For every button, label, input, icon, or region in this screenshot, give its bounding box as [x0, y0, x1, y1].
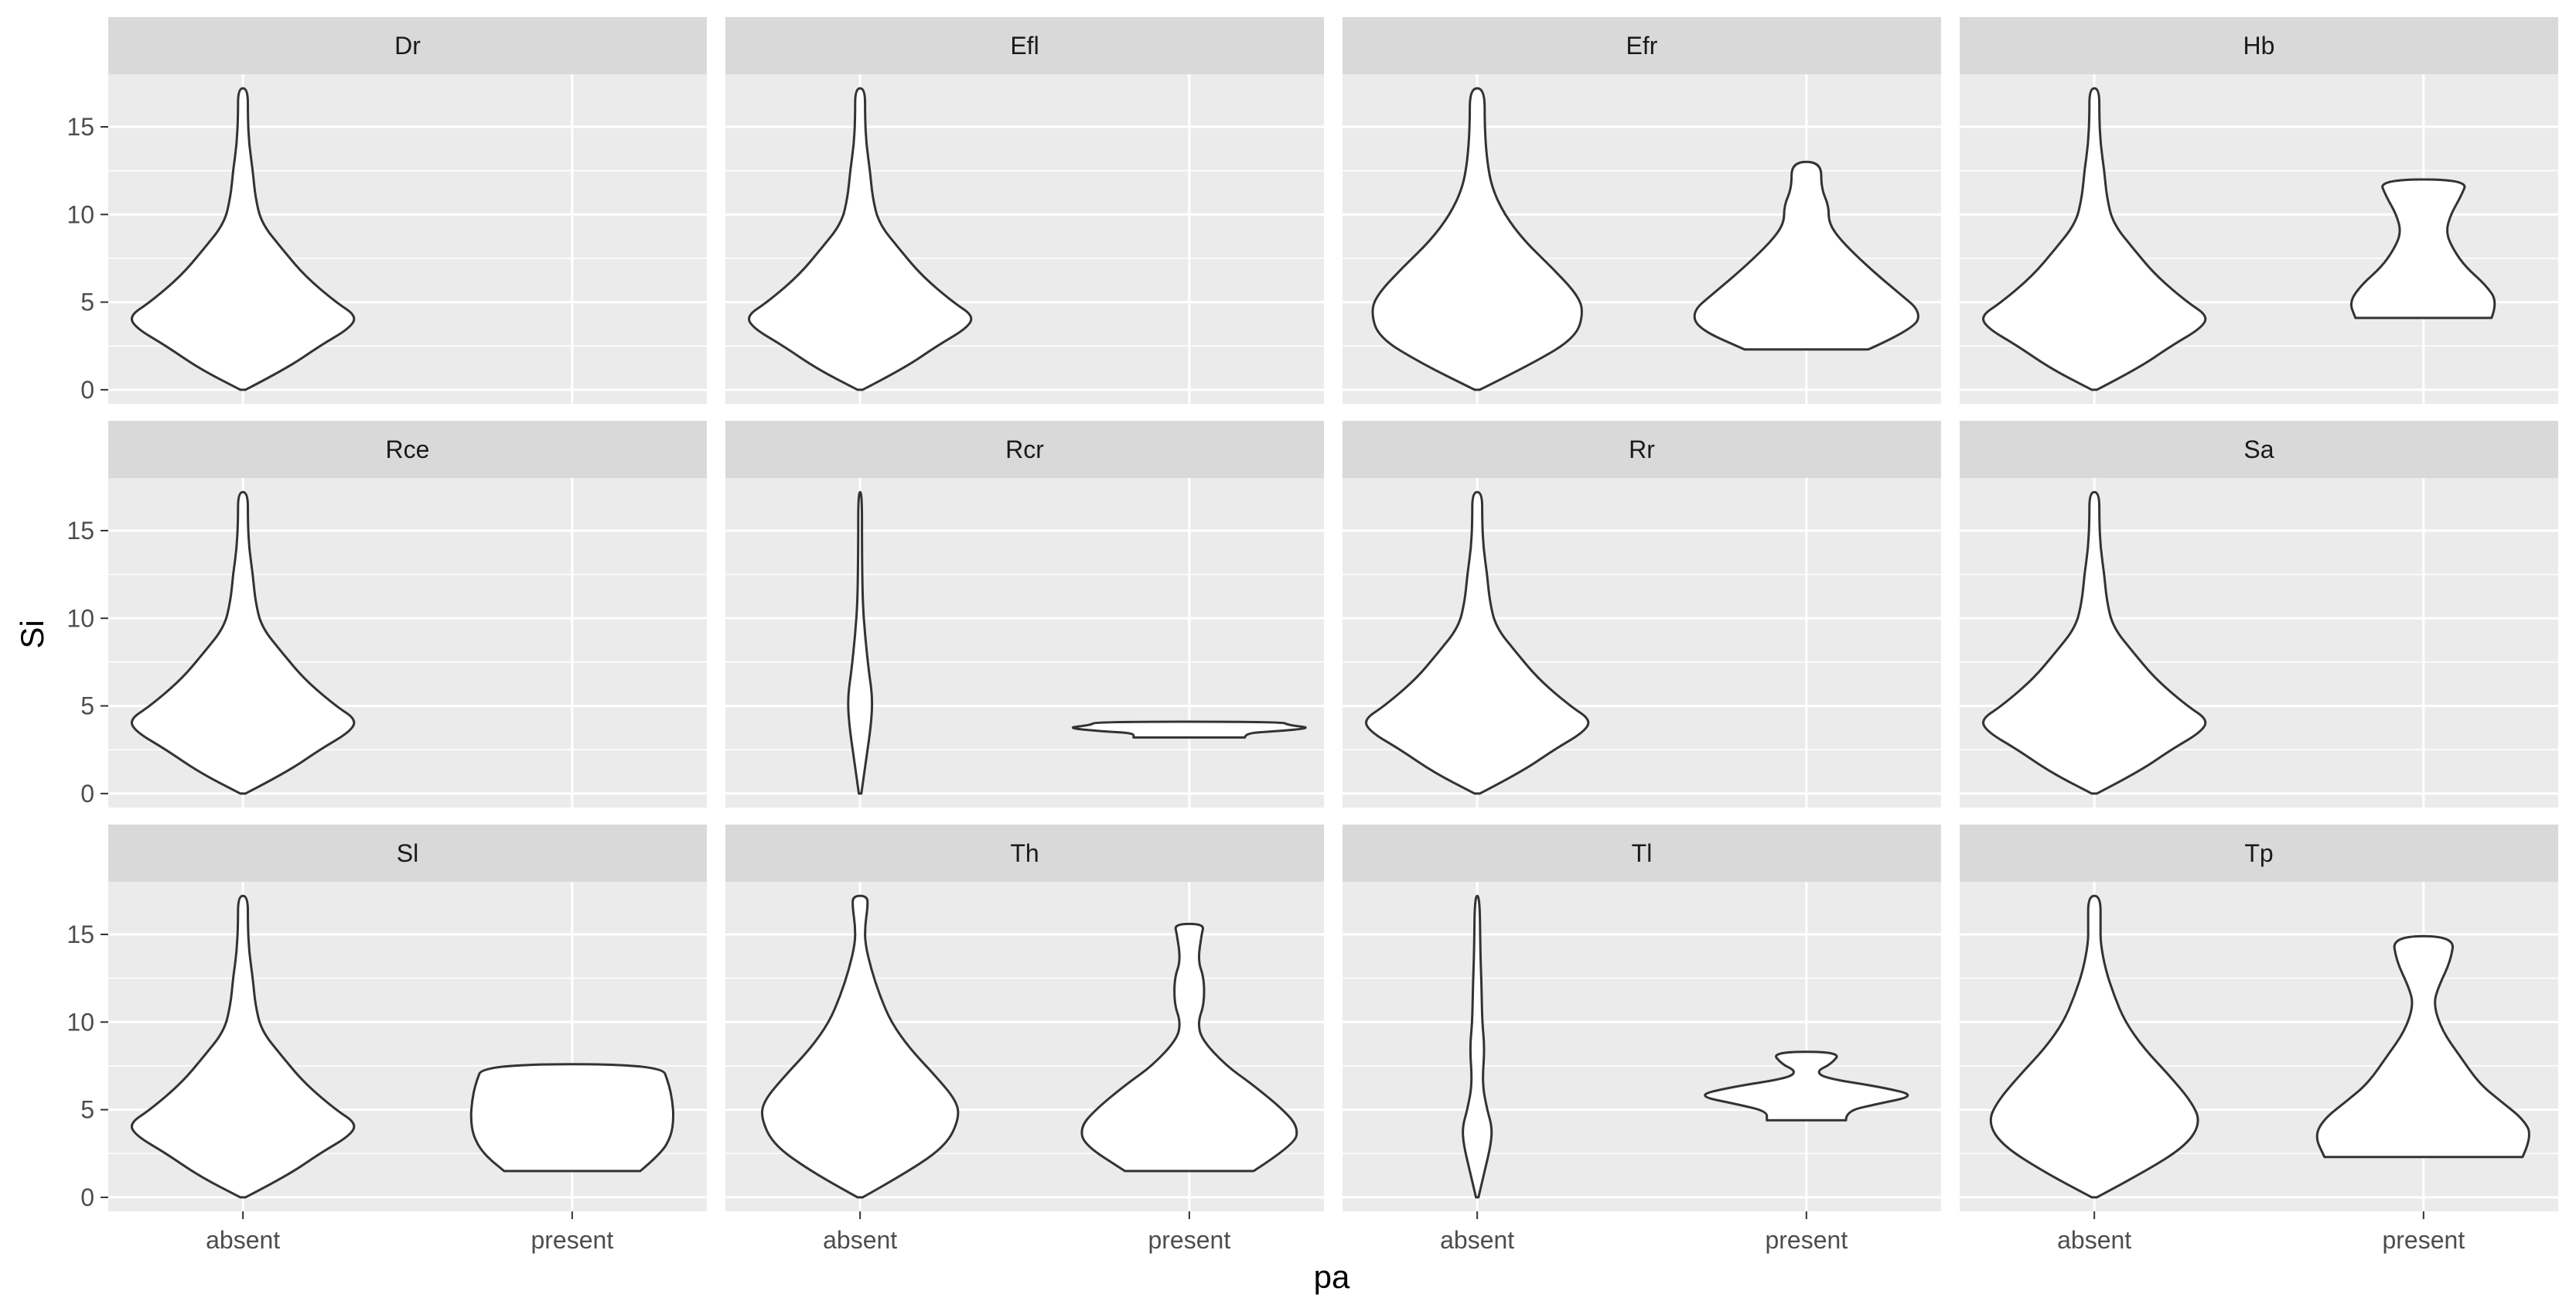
facet-panel: Hb	[1960, 17, 2558, 404]
y-tick-label: 10	[67, 1008, 94, 1036]
facet-strip	[1343, 17, 1941, 74]
violin-absent	[1989, 894, 2199, 1199]
facet-panels: Dr 0 5 10 15 Efl Efr Hb Rce 0 5 10 15 Rcr Rr Sa Sl 0 5 10 15…	[67, 17, 2558, 1254]
facet-label: Hb	[2243, 32, 2275, 60]
facet-label: Sl	[397, 839, 418, 867]
x-tick-label: absent	[2057, 1226, 2131, 1254]
violin-absent	[1982, 490, 2207, 795]
facet-strip	[108, 17, 707, 74]
panel-background	[725, 478, 1324, 808]
violin-absent	[847, 490, 874, 795]
facet-panel: Rce 0 5 10 15	[67, 421, 707, 808]
y-tick-label: 5	[80, 692, 94, 720]
y-axis-title: Si	[14, 620, 50, 648]
y-tick-label: 0	[80, 780, 94, 808]
facet-panel: Efl	[725, 17, 1324, 404]
facet-panel: Sl 0 5 10 15 absent present	[67, 825, 707, 1254]
facet-strip	[725, 825, 1324, 882]
facet-strip	[1343, 825, 1941, 882]
x-tick-label: present	[2382, 1226, 2465, 1254]
violin-absent	[1982, 87, 2207, 391]
y-tick-label: 0	[80, 1184, 94, 1211]
y-tick-label: 15	[67, 113, 94, 141]
x-tick-label: absent	[823, 1226, 897, 1254]
facet-panel: Rcr	[725, 421, 1324, 808]
y-tick-label: 5	[80, 1096, 94, 1124]
facet-panel: Tl absent present	[1343, 825, 1941, 1254]
facet-strip	[108, 421, 707, 478]
violin-present	[1071, 720, 1307, 739]
violin-absent	[761, 894, 960, 1199]
facet-panel: Dr 0 5 10 15	[67, 17, 707, 404]
facet-label: Efl	[1010, 32, 1039, 60]
violin-absent	[130, 894, 356, 1199]
facet-strip	[108, 825, 707, 882]
facet-label: Tp	[2244, 839, 2273, 867]
facet-panel: Th absent present	[725, 825, 1324, 1254]
x-tick-label: absent	[1440, 1226, 1514, 1254]
facet-strip	[1960, 17, 2558, 74]
facet-label: Rcr	[1005, 435, 1044, 463]
violin-absent	[130, 490, 356, 795]
y-tick-label: 15	[67, 517, 94, 545]
x-tick-label: absent	[206, 1226, 280, 1254]
facet-strip	[1343, 421, 1941, 478]
facet-label: Rce	[386, 435, 430, 463]
violin-present	[1693, 160, 1919, 351]
violin-present	[1704, 1050, 1909, 1122]
y-tick-label: 10	[67, 200, 94, 228]
violin-absent	[748, 87, 973, 391]
facet-label: Dr	[394, 32, 421, 60]
violin-present	[2349, 178, 2496, 319]
violin-absent	[130, 87, 356, 391]
x-tick-label: present	[531, 1226, 613, 1254]
facet-strip	[1960, 825, 2558, 882]
facet-label: Th	[1010, 839, 1039, 867]
y-tick-label: 0	[80, 376, 94, 404]
facet-panel: Tp absent present	[1960, 825, 2558, 1254]
facet-label: Sa	[2243, 435, 2274, 463]
violin-present	[1080, 922, 1298, 1173]
facet-label: Efr	[1626, 32, 1658, 60]
facet-label: Rr	[1629, 435, 1655, 463]
x-axis-title: pa	[1314, 1259, 1350, 1295]
facet-label: Tl	[1632, 839, 1653, 867]
facet-strip	[725, 17, 1324, 74]
x-tick-label: present	[1148, 1226, 1230, 1254]
facet-panel: Rr	[1343, 421, 1941, 808]
panel-background	[1343, 882, 1941, 1211]
violin-present	[469, 1063, 675, 1173]
y-tick-label: 15	[67, 920, 94, 948]
violin-absent	[1371, 87, 1583, 391]
violin-absent	[1365, 490, 1590, 795]
facet-strip	[725, 421, 1324, 478]
x-tick-label: present	[1765, 1226, 1848, 1254]
facet-panel: Efr	[1343, 17, 1941, 404]
violin-absent	[1462, 894, 1493, 1199]
y-tick-label: 10	[67, 604, 94, 632]
facet-panel: Sa	[1960, 421, 2558, 808]
violin-present	[2315, 934, 2530, 1159]
y-tick-label: 5	[80, 289, 94, 316]
facet-strip	[1960, 421, 2558, 478]
